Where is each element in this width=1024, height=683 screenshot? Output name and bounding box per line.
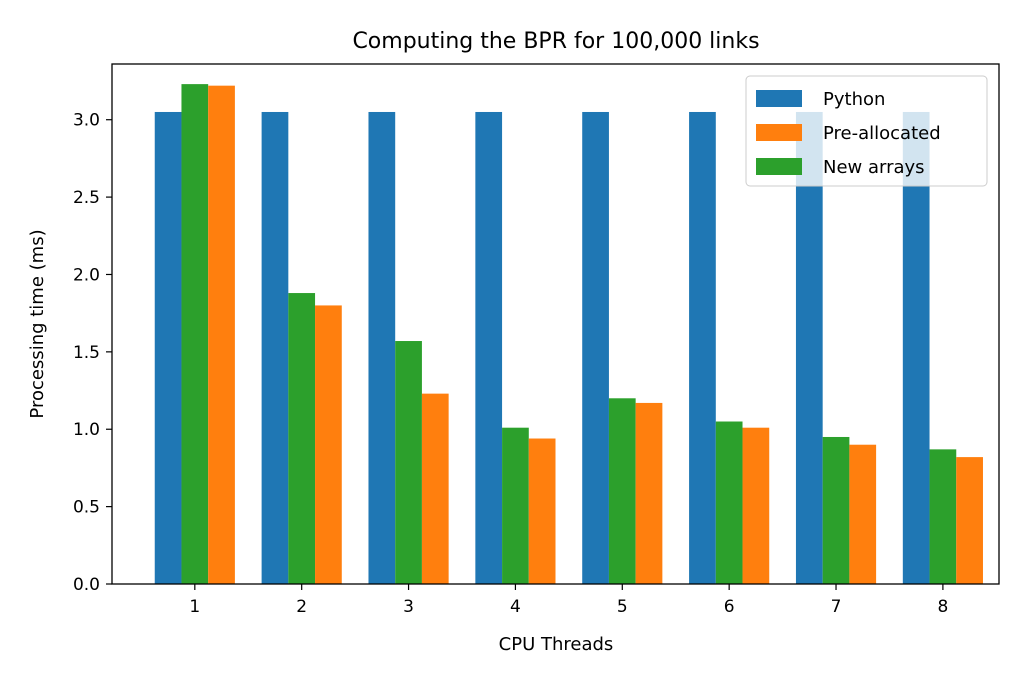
bars-group [154, 84, 983, 585]
x-tick-label: 1 [189, 597, 200, 617]
bar-python-3 [368, 111, 396, 584]
legend: Python Pre-allocated New arrays [745, 75, 988, 187]
y-tick-label: 1.0 [73, 420, 100, 440]
y-tick-label: 0.5 [73, 498, 100, 518]
x-tick-label: 7 [831, 597, 842, 617]
bar-pre-allocated-6 [742, 427, 770, 584]
bar-pre-allocated-2 [315, 305, 342, 584]
y-tick-label: 2.0 [73, 265, 100, 285]
bar-pre-allocated-3 [421, 393, 449, 584]
bar-python-5 [582, 111, 609, 584]
bar-python-2 [261, 111, 289, 584]
y-tick-label: 3.0 [73, 111, 100, 131]
x-tick-label: 4 [510, 597, 521, 617]
x-tick-label: 8 [937, 597, 948, 617]
bar-python-8 [902, 111, 930, 584]
bar-python-7 [795, 111, 823, 584]
bar-new-arrays-8 [929, 449, 957, 584]
bar-pre-allocated-7 [849, 444, 877, 584]
bar-pre-allocated-8 [956, 457, 983, 584]
bar-pre-allocated-5 [635, 402, 663, 584]
x-axis: 1 2 3 4 5 6 7 8 [189, 584, 948, 617]
y-axis: 0.0 0.5 1.0 1.5 2.0 2.5 3.0 [73, 111, 112, 595]
y-axis-label: Processing time (ms) [27, 229, 48, 418]
bar-pre-allocated-4 [528, 438, 556, 584]
y-tick-label: 2.5 [73, 188, 100, 208]
x-tick-label: 6 [724, 597, 735, 617]
bar-new-arrays-3 [395, 341, 422, 584]
x-axis-label: CPU Threads [499, 634, 614, 655]
y-tick-label: 0.0 [73, 575, 100, 595]
legend-swatch [756, 158, 802, 175]
plot-frame [111, 63, 1000, 585]
y-tick-label: 1.5 [73, 343, 100, 363]
legend-label: Python [823, 89, 885, 110]
bar-new-arrays-6 [715, 421, 743, 584]
bar-python-1 [154, 111, 182, 584]
bar-new-arrays-2 [288, 293, 316, 584]
legend-swatch [756, 90, 802, 107]
legend-label: Pre-allocated [823, 123, 941, 144]
bar-python-6 [689, 111, 716, 584]
legend-box [745, 75, 988, 187]
bar-new-arrays-7 [822, 436, 850, 584]
bar-new-arrays-4 [502, 427, 529, 584]
legend-label: New arrays [823, 157, 925, 178]
x-tick-label: 3 [403, 597, 414, 617]
bar-python-4 [475, 111, 503, 584]
bar-new-arrays-5 [608, 398, 636, 584]
legend-swatch [756, 124, 802, 141]
x-tick-label: 5 [617, 597, 628, 617]
x-tick-label: 2 [296, 597, 307, 617]
bar-new-arrays-1 [181, 84, 209, 585]
bar-pre-allocated-1 [208, 85, 235, 585]
chart-title: Computing the BPR for 100,000 links [352, 29, 759, 54]
